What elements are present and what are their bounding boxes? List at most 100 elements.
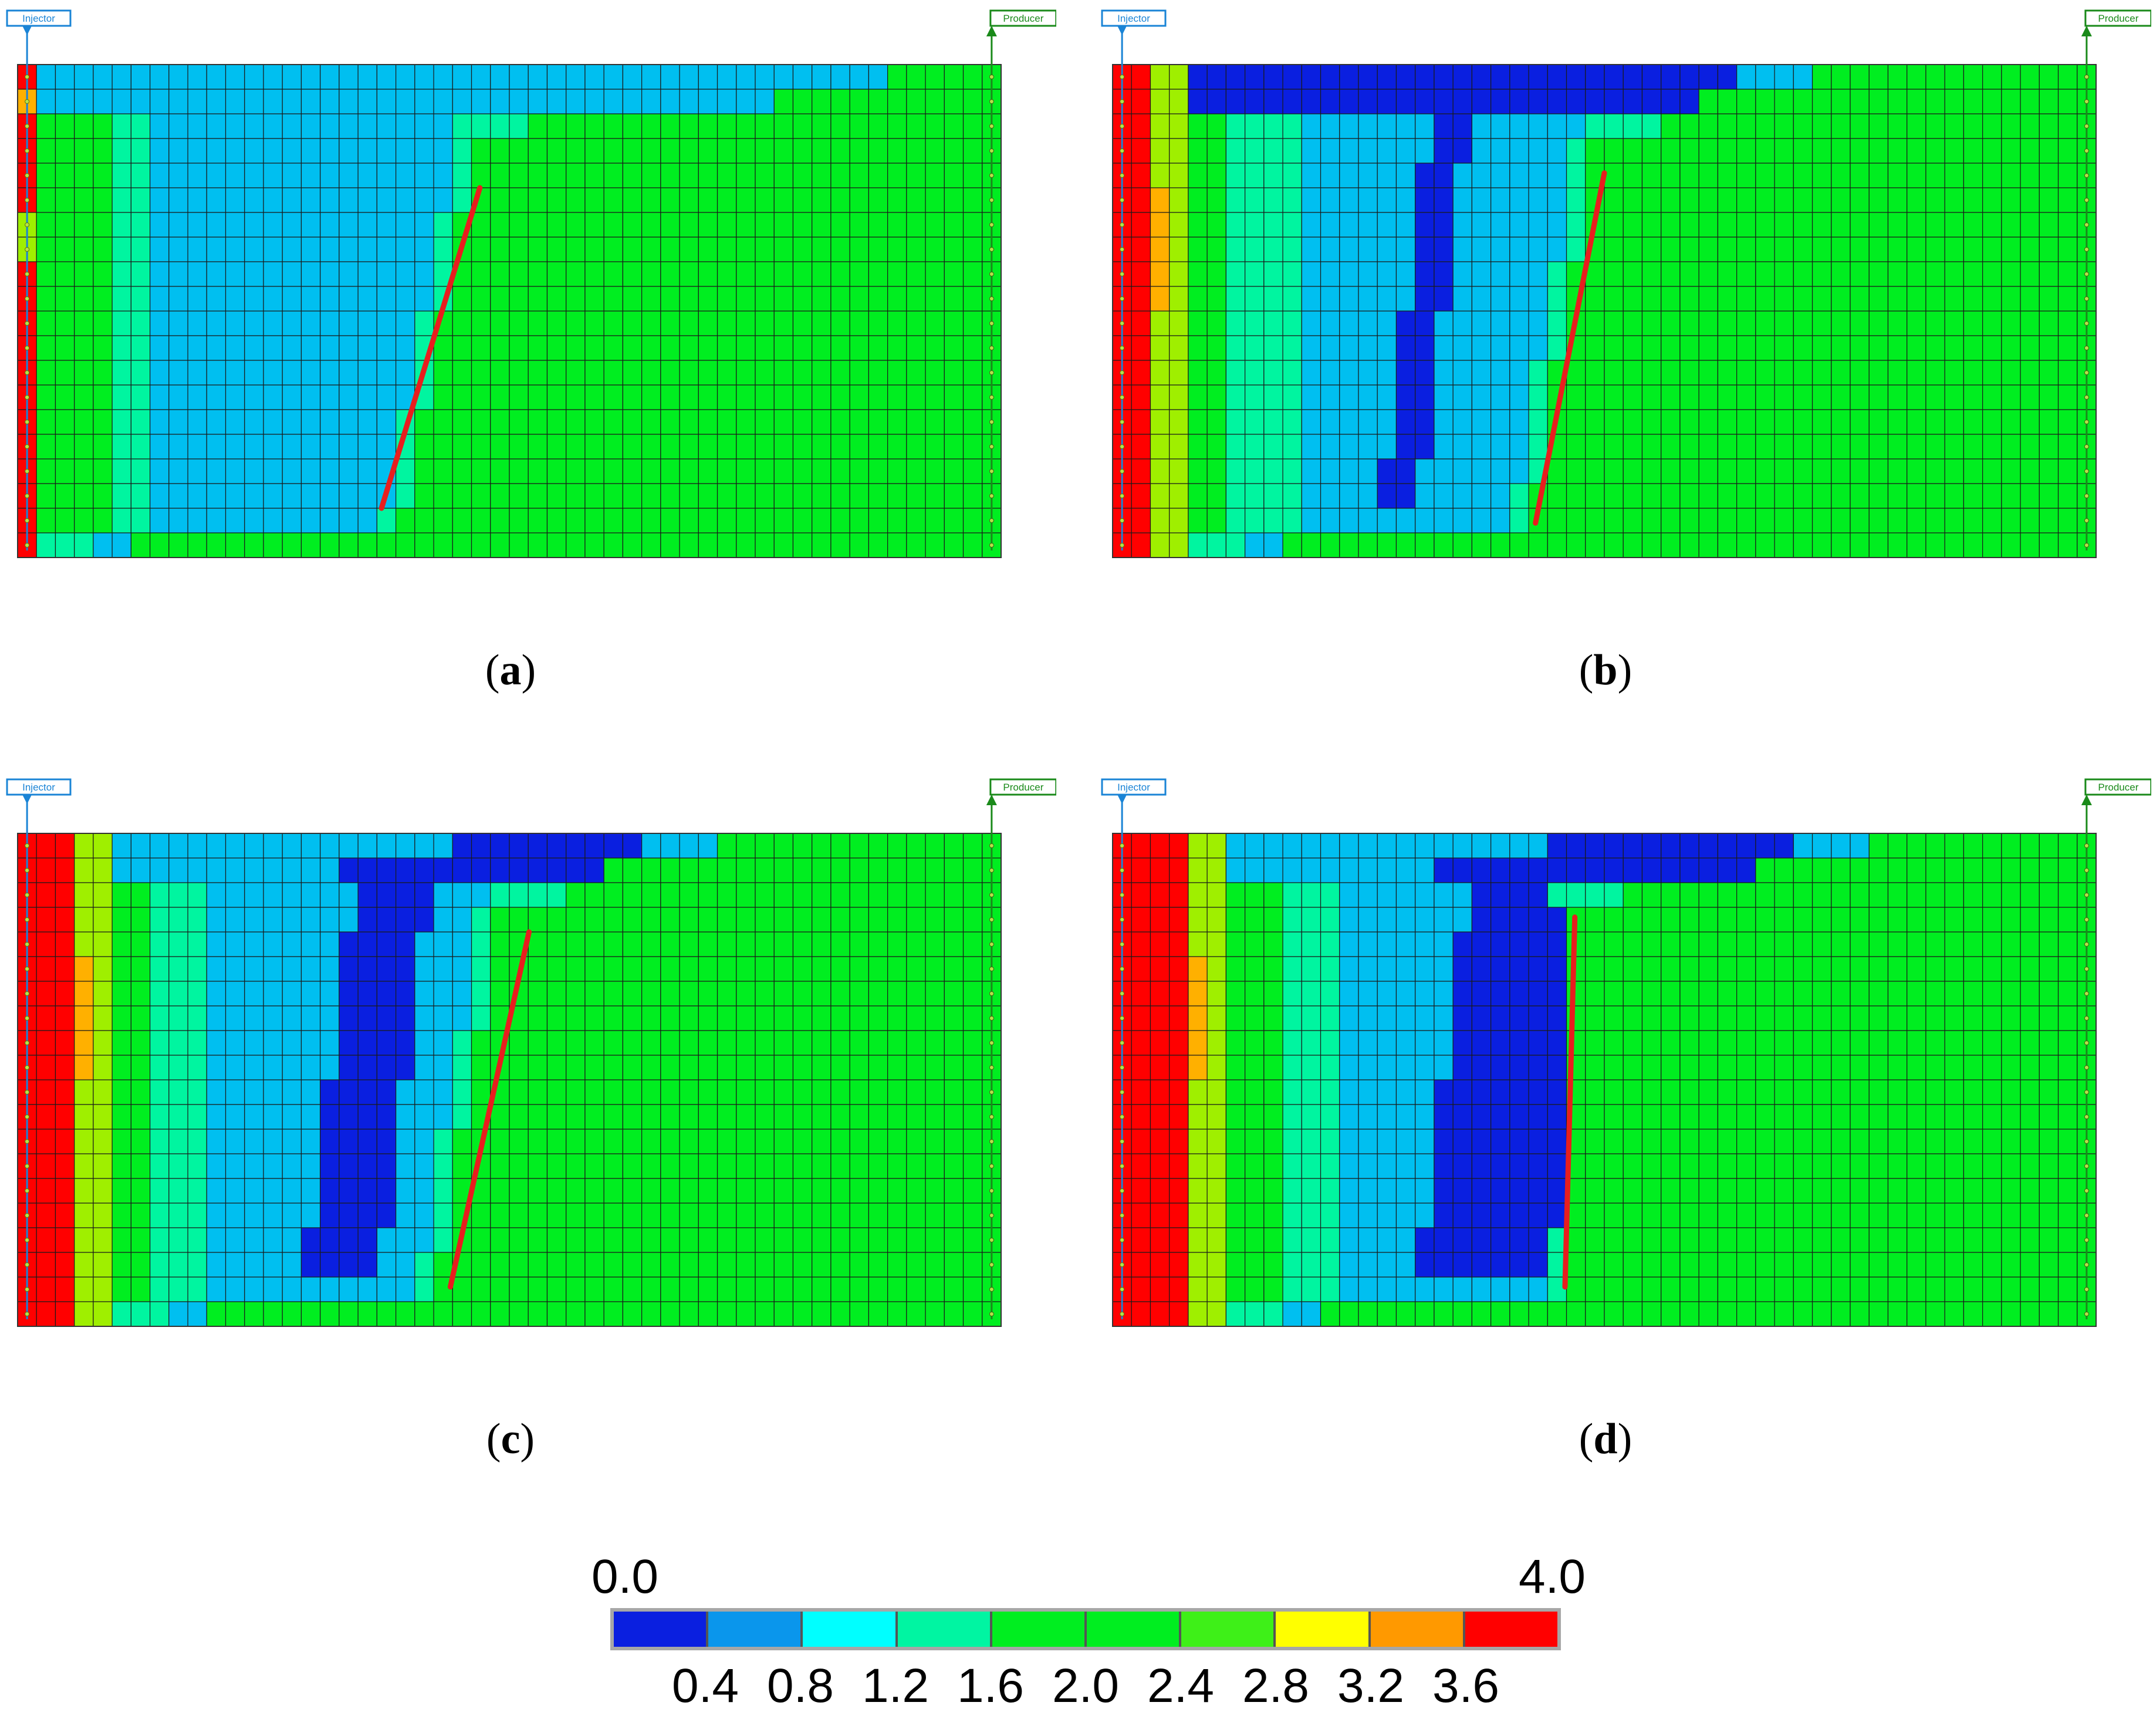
grid-cell: [1188, 138, 1208, 164]
grid-cell: [130, 384, 151, 410]
grid-cell: [225, 1055, 245, 1080]
grid-cell: [1566, 458, 1586, 484]
grid-cell: [1188, 409, 1208, 435]
grid-cell: [1850, 163, 1870, 188]
perforation-marker: [989, 1188, 994, 1193]
perforation-marker: [1120, 370, 1125, 375]
grid-cell: [1944, 532, 1964, 558]
grid-cell: [925, 1129, 945, 1154]
grid-cell: [1793, 113, 1813, 139]
grid-cell: [546, 138, 567, 164]
grid-cell: [396, 1227, 415, 1253]
grid-cell: [1641, 1178, 1662, 1204]
grid-cell: [1925, 434, 1945, 460]
grid-cell: [55, 138, 75, 164]
grid-cell: [660, 931, 680, 957]
grid-cell: [168, 187, 188, 213]
grid-cell: [792, 532, 813, 558]
colorbar-swatch: [1181, 1612, 1276, 1647]
grid-cell: [55, 458, 75, 484]
grid-cell: [925, 1276, 945, 1302]
grid-cell: [868, 483, 888, 509]
grid-cell: [150, 508, 170, 533]
grid-cell: [1547, 212, 1567, 238]
grid-cell: [962, 187, 983, 213]
grid-cell: [944, 882, 964, 908]
grid-cell: [1169, 931, 1189, 957]
grid-cell: [1623, 1203, 1643, 1228]
grid-cell: [1263, 458, 1283, 484]
grid-cell: [755, 981, 775, 1007]
grid-cell: [1131, 409, 1151, 435]
grid-cell: [1793, 882, 1813, 908]
grid-cell: [1188, 261, 1208, 287]
grid-cell: [1944, 857, 1964, 883]
grid-cell: [1793, 931, 1813, 957]
grid-cell: [698, 310, 718, 336]
grid-cell: [641, 882, 661, 908]
grid-cell: [1850, 1276, 1870, 1302]
grid-cell: [452, 981, 472, 1007]
grid-cell: [1566, 857, 1586, 883]
perforation-marker: [2084, 1188, 2089, 1193]
grid-cell: [1471, 310, 1492, 336]
grid-cell: [1566, 64, 1586, 90]
grid-cell: [1415, 237, 1435, 262]
grid-cell: [716, 434, 737, 460]
grid-cell: [55, 89, 75, 114]
grid-cell: [509, 882, 529, 908]
grid-cell: [792, 1129, 813, 1154]
grid-cell: [206, 508, 227, 533]
grid-cell: [357, 187, 377, 213]
grid-cell: [849, 1227, 869, 1253]
grid-cell: [1831, 833, 1851, 859]
grid-cell: [2001, 1252, 2021, 1278]
grid-cell: [1131, 981, 1151, 1007]
grid-cell: [206, 458, 227, 484]
grid-cell: [1641, 187, 1662, 213]
grid-cell: [641, 1153, 661, 1179]
grid-cell: [130, 458, 151, 484]
grid-cell: [622, 310, 643, 336]
grid-cell: [2039, 508, 2059, 533]
grid-cell: [546, 212, 567, 238]
grid-cell: [1679, 1055, 1699, 1080]
grid-cell: [1774, 1079, 1794, 1105]
grid-cell: [1604, 187, 1624, 213]
grid-cell: [1661, 212, 1681, 238]
grid-cell: [1150, 286, 1170, 312]
grid-cell: [244, 212, 264, 238]
grid-cell: [282, 1104, 302, 1130]
grid-cell: [1301, 1276, 1321, 1302]
grid-cell: [1850, 113, 1870, 139]
grid-cell: [1698, 1178, 1718, 1204]
grid-cell: [111, 163, 131, 188]
grid-cell: [1415, 1203, 1435, 1228]
grid-cell: [1490, 64, 1510, 90]
grid-cell: [1320, 138, 1340, 164]
grid-cell: [1225, 483, 1246, 509]
grid-cell: [736, 1227, 756, 1253]
grid-cell: [74, 360, 94, 386]
grid-cell: [1225, 956, 1246, 982]
grid-cell: [1661, 409, 1681, 435]
grid-cell: [1358, 1030, 1378, 1056]
grid-cell: [1944, 833, 1964, 859]
grid-cell: [357, 1129, 377, 1154]
grid-cell: [546, 360, 567, 386]
grid-cell: [716, 335, 737, 361]
grid-cell: [1339, 483, 1359, 509]
grid-cell: [471, 931, 491, 957]
grid-cell: [1358, 931, 1378, 957]
grid-cell: [1604, 310, 1624, 336]
grid-cell: [2001, 1079, 2021, 1105]
grid-cell: [546, 508, 567, 533]
grid-cell: [1641, 89, 1662, 114]
grid-cell: [1661, 956, 1681, 982]
grid-cell: [755, 1129, 775, 1154]
grid-cell: [622, 907, 643, 933]
grid-cell: [1736, 286, 1756, 312]
grid-cell: [1717, 956, 1738, 982]
grid-cell: [1490, 409, 1510, 435]
grid-cell: [2001, 483, 2021, 509]
